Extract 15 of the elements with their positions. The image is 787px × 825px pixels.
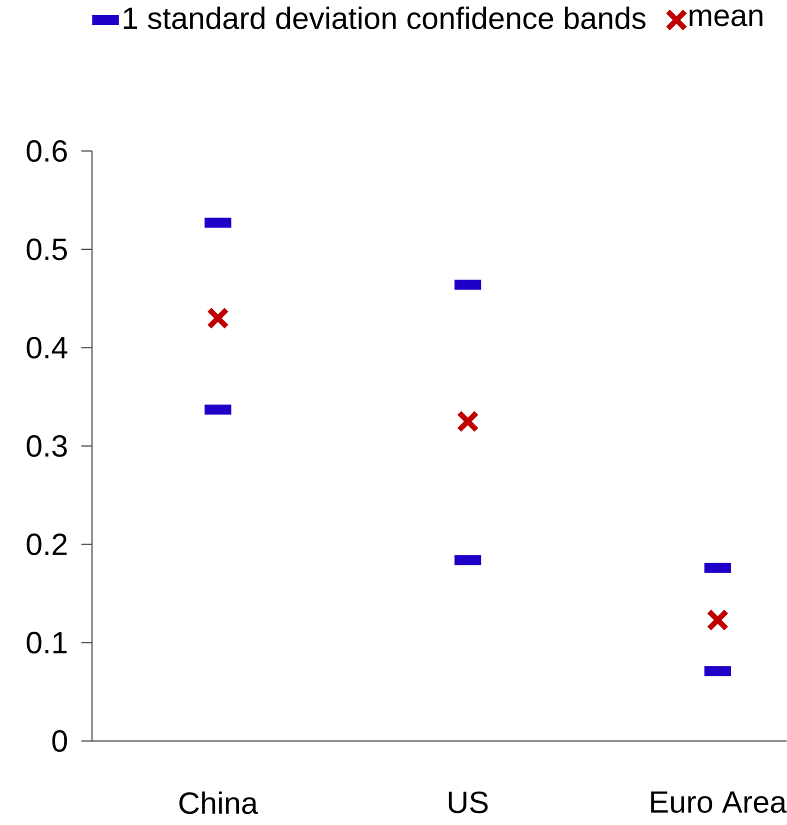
y-tick-label: 0.4: [26, 336, 68, 359]
y-tick-label: 0.2: [26, 533, 67, 556]
x-tick-label: US: [448, 791, 488, 814]
legend-label: mean: [690, 9, 762, 26]
legend-label: 1 standard deviation confidence bands: [124, 6, 646, 30]
y-tick-label: 0: [52, 730, 67, 752]
point: [456, 410, 479, 433]
point: [206, 307, 230, 330]
y-tick-label: 0.5: [26, 238, 67, 260]
y-tick-label: 0.6: [26, 140, 67, 162]
y-tick-label: 0.1: [26, 632, 67, 654]
y-tick-label: 0.3: [26, 435, 67, 457]
point: [706, 608, 729, 632]
x-tick-label: Euro Area: [651, 791, 787, 813]
x-tick-label: China: [179, 791, 258, 814]
